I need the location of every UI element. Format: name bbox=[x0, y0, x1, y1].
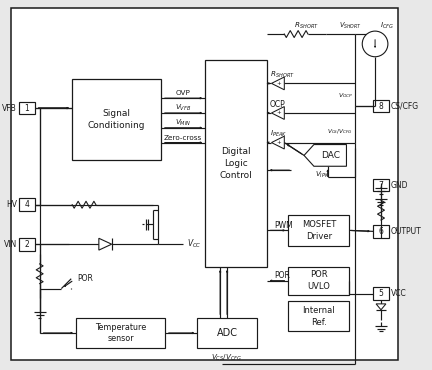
Text: $V_{CS}/V_{CFG}$: $V_{CS}/V_{CFG}$ bbox=[211, 353, 243, 363]
Text: Driver: Driver bbox=[306, 232, 332, 241]
Text: $I_{PEAK}$: $I_{PEAK}$ bbox=[270, 129, 287, 139]
Text: Digital: Digital bbox=[221, 147, 251, 156]
Bar bbox=[197, 318, 257, 348]
Bar bbox=[76, 318, 165, 348]
Text: $V_{SHORT}$: $V_{SHORT}$ bbox=[339, 21, 362, 31]
Text: 1: 1 bbox=[25, 104, 29, 112]
Text: +: + bbox=[277, 81, 282, 86]
Text: OVP: OVP bbox=[176, 90, 191, 96]
Text: 8: 8 bbox=[378, 102, 383, 111]
Text: POR: POR bbox=[310, 270, 327, 279]
Polygon shape bbox=[99, 238, 111, 250]
Text: POR: POR bbox=[274, 271, 290, 280]
Bar bbox=[205, 60, 267, 267]
Text: 2: 2 bbox=[25, 240, 29, 249]
Bar bbox=[288, 267, 349, 295]
Text: $I_{CFG}$: $I_{CFG}$ bbox=[380, 21, 394, 31]
Text: sensor: sensor bbox=[107, 334, 134, 343]
Polygon shape bbox=[271, 107, 284, 120]
Text: VCC: VCC bbox=[391, 289, 407, 298]
Text: 5: 5 bbox=[378, 289, 384, 298]
Text: ADC: ADC bbox=[216, 328, 238, 338]
Text: Zero-cross: Zero-cross bbox=[164, 135, 202, 141]
Text: $V_{IPK}$: $V_{IPK}$ bbox=[315, 170, 330, 180]
Text: $V_{CC}$: $V_{CC}$ bbox=[187, 238, 201, 250]
Text: Control: Control bbox=[219, 171, 252, 179]
Text: $V_{VFB}$: $V_{VFB}$ bbox=[175, 103, 191, 113]
Text: $R_{SHORT}$: $R_{SHORT}$ bbox=[293, 21, 318, 31]
Bar bbox=[373, 100, 389, 112]
Polygon shape bbox=[271, 77, 284, 90]
Text: $R_{SHORT}$: $R_{SHORT}$ bbox=[270, 70, 295, 80]
Text: 4: 4 bbox=[24, 200, 29, 209]
Bar bbox=[72, 80, 161, 160]
Text: GND: GND bbox=[391, 181, 408, 189]
Text: Signal: Signal bbox=[103, 110, 130, 118]
Polygon shape bbox=[304, 145, 346, 166]
Text: OCP: OCP bbox=[270, 100, 285, 109]
Text: UVLO: UVLO bbox=[308, 282, 330, 291]
Text: Internal: Internal bbox=[302, 306, 335, 315]
Text: $V_{MIN}$: $V_{MIN}$ bbox=[175, 118, 191, 128]
Text: +: + bbox=[277, 111, 282, 115]
Bar bbox=[373, 225, 389, 238]
Bar bbox=[288, 215, 349, 246]
Text: VIN: VIN bbox=[4, 240, 17, 249]
Text: CS/CFG: CS/CFG bbox=[391, 102, 419, 111]
Text: 6: 6 bbox=[378, 227, 384, 236]
Bar bbox=[288, 302, 349, 331]
Text: $V_{CS}/V_{CFG}$: $V_{CS}/V_{CFG}$ bbox=[327, 127, 353, 136]
Text: MOSFET: MOSFET bbox=[302, 220, 336, 229]
Bar bbox=[19, 198, 35, 211]
Text: 7: 7 bbox=[378, 181, 384, 189]
Text: POR: POR bbox=[77, 274, 93, 283]
Polygon shape bbox=[376, 304, 386, 310]
Text: DAC: DAC bbox=[321, 151, 340, 160]
Bar bbox=[19, 238, 35, 250]
Text: Ref.: Ref. bbox=[311, 317, 327, 327]
Text: Conditioning: Conditioning bbox=[88, 121, 145, 130]
Text: Temperature: Temperature bbox=[95, 323, 146, 332]
Circle shape bbox=[362, 31, 388, 57]
Bar bbox=[373, 179, 389, 191]
Text: OUTPUT: OUTPUT bbox=[391, 227, 422, 236]
Bar bbox=[373, 287, 389, 300]
Text: PWM: PWM bbox=[274, 221, 293, 230]
Polygon shape bbox=[271, 136, 284, 149]
Text: HV: HV bbox=[6, 200, 17, 209]
Text: +: + bbox=[277, 140, 282, 145]
Bar bbox=[19, 102, 35, 114]
Text: Logic: Logic bbox=[224, 159, 248, 168]
Text: VFB: VFB bbox=[2, 104, 17, 112]
Text: $V_{OCP}$: $V_{OCP}$ bbox=[338, 91, 353, 100]
